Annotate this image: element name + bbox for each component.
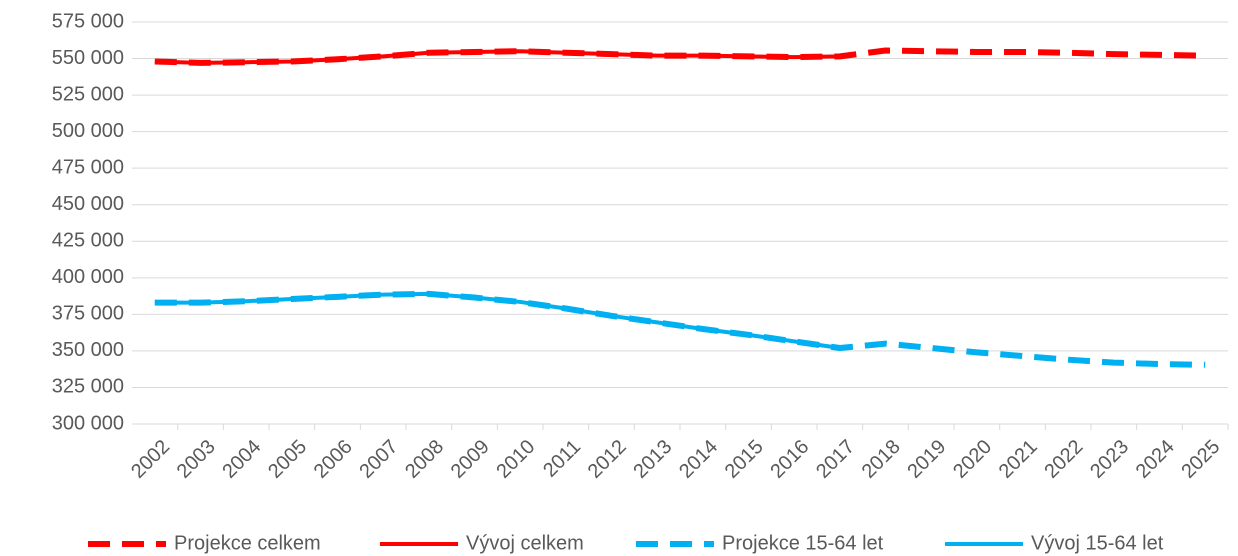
y-tick-label: 475 000 xyxy=(52,156,124,178)
legend-label: Vývoj 15-64 let xyxy=(1031,532,1164,554)
x-tick-label: 2020 xyxy=(949,436,996,483)
y-tick-label: 375 000 xyxy=(52,303,124,325)
x-tick-label: 2003 xyxy=(173,436,220,483)
x-tick-label: 2022 xyxy=(1040,436,1087,483)
x-tick-label: 2013 xyxy=(629,436,676,483)
y-tick-label: 400 000 xyxy=(52,266,124,288)
x-tick-label: 2014 xyxy=(675,436,722,483)
series-line xyxy=(154,49,840,65)
legend-label: Vývoj celkem xyxy=(466,532,584,554)
x-tick-label: 2025 xyxy=(1177,436,1224,483)
x-tick-label: 2015 xyxy=(721,436,768,483)
y-tick-label: 575 000 xyxy=(52,10,124,32)
x-tick-label: 2012 xyxy=(584,436,631,483)
x-tick-label: 2017 xyxy=(812,436,859,483)
legend-label: Projekce 15-64 let xyxy=(722,532,884,554)
x-tick-label: 2021 xyxy=(995,436,1042,483)
y-tick-label: 300 000 xyxy=(52,412,124,434)
legend-label: Projekce celkem xyxy=(174,532,321,554)
x-tick-label: 2024 xyxy=(1132,436,1179,483)
y-tick-label: 525 000 xyxy=(52,83,124,105)
x-tick-label: 2006 xyxy=(310,436,357,483)
y-tick-label: 450 000 xyxy=(52,193,124,215)
x-tick-label: 2005 xyxy=(264,436,311,483)
y-tick-label: 500 000 xyxy=(52,120,124,142)
y-tick-label: 550 000 xyxy=(52,47,124,69)
x-tick-label: 2007 xyxy=(355,436,402,483)
series-line xyxy=(154,290,1206,368)
x-tick-label: 2002 xyxy=(127,436,174,483)
x-tick-label: 2018 xyxy=(858,436,905,483)
y-tick-label: 425 000 xyxy=(52,230,124,252)
x-tick-label: 2004 xyxy=(218,436,265,483)
series-line xyxy=(154,291,841,350)
x-tick-label: 2010 xyxy=(492,436,539,483)
x-tick-label: 2008 xyxy=(401,436,448,483)
x-tick-label: 2009 xyxy=(447,436,494,483)
x-tick-label: 2011 xyxy=(539,436,585,482)
x-tick-label: 2023 xyxy=(1086,436,1133,483)
y-tick-label: 325 000 xyxy=(52,376,124,398)
x-tick-label: 2016 xyxy=(766,436,813,483)
y-tick-label: 350 000 xyxy=(52,339,124,361)
x-tick-label: 2019 xyxy=(903,436,950,483)
